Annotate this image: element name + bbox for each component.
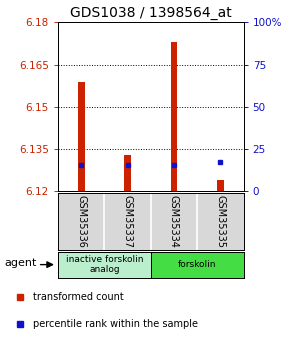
- Text: GSM35337: GSM35337: [123, 195, 133, 248]
- Bar: [171, 42, 177, 191]
- Text: percentile rank within the sample: percentile rank within the sample: [33, 319, 198, 329]
- Text: GSM35336: GSM35336: [76, 195, 86, 248]
- Text: GSM35334: GSM35334: [169, 195, 179, 248]
- Bar: [124, 155, 131, 191]
- Text: agent: agent: [5, 258, 37, 268]
- Bar: [78, 81, 85, 191]
- Text: GSM35335: GSM35335: [215, 195, 225, 248]
- Text: inactive forskolin
analog: inactive forskolin analog: [66, 255, 143, 274]
- Title: GDS1038 / 1398564_at: GDS1038 / 1398564_at: [70, 6, 232, 20]
- Bar: [151, 252, 244, 278]
- Bar: [217, 180, 224, 191]
- Text: forskolin: forskolin: [178, 260, 216, 269]
- Text: transformed count: transformed count: [33, 292, 124, 302]
- Bar: [58, 252, 151, 278]
